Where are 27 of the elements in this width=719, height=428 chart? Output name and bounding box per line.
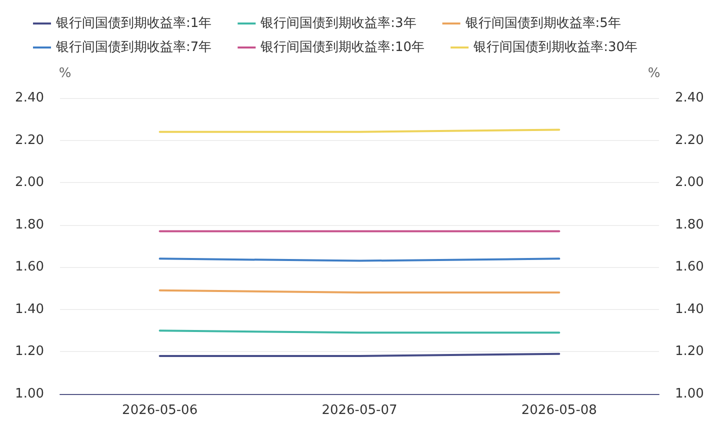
y2-tick-label: 1.00 [675,386,704,402]
y2-tick-label: 2.00 [675,175,704,190]
x-tick-label: 2026-05-07 [322,403,398,418]
y-axis-title: % [58,66,72,81]
y-tick-label: 2.20 [15,132,44,148]
y2-tick-label: 2.40 [675,90,704,106]
y2-tick-label: 1.60 [675,260,704,275]
y2-axis-title: % [648,66,660,81]
legend-label: 银行间国债到期收益率:5年 [464,15,621,31]
y-tick-label: 1.40 [15,302,44,317]
y-tick-label: 2.40 [15,90,44,106]
legend-label: 银行间国债到期收益率:3年 [260,15,416,31]
x-tick-label: 2026-05-08 [521,403,597,418]
y2-tick-label: 1.80 [675,217,704,232]
legend-label: 银行间国债到期收益率:30年 [472,39,638,55]
legend-label: 银行间国债到期收益率:1年 [55,15,212,31]
y-tick-label: 1.80 [15,217,44,232]
legend-label: 银行间国债到期收益率:10年 [260,39,425,55]
y2-tick-label: 1.20 [675,344,704,360]
y2-tick-label: 2.20 [675,132,704,148]
legend-label: 银行间国债到期收益率:7年 [55,39,212,55]
x-tick-label: 2026-05-06 [122,403,198,418]
y2-tick-label: 1.40 [675,302,704,317]
y-tick-label: 1.20 [15,344,44,360]
y-tick-label: 1.00 [15,386,44,402]
y-tick-label: 2.00 [15,175,44,190]
y-tick-label: 1.60 [15,260,44,275]
